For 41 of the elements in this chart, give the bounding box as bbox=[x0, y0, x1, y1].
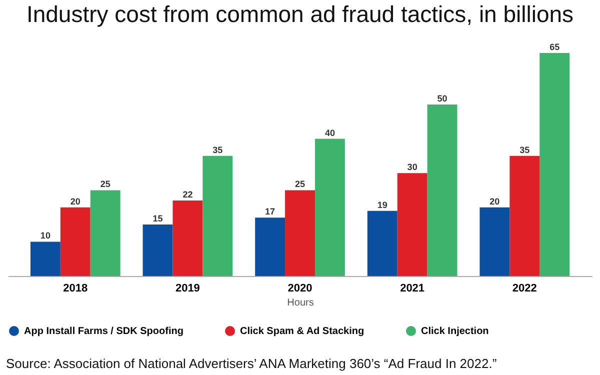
data-label: 19 bbox=[377, 200, 388, 210]
data-label: 15 bbox=[152, 214, 163, 224]
x-tick-label: 2021 bbox=[400, 282, 425, 294]
data-label: 20 bbox=[70, 196, 80, 206]
x-axis-title: Hours bbox=[287, 298, 314, 308]
bar bbox=[427, 104, 458, 276]
bar bbox=[202, 156, 233, 276]
bar bbox=[397, 173, 428, 276]
legend-label: Click Spam & Ad Stacking bbox=[240, 326, 364, 337]
source-note: Source: Association of National Advertisers’ ANA Marketing 360’s “Ad Fraud In 2022.” bbox=[6, 356, 498, 371]
bar bbox=[60, 207, 90, 276]
data-label: 22 bbox=[182, 190, 193, 200]
bar bbox=[30, 242, 60, 276]
bar bbox=[480, 207, 510, 276]
bar bbox=[90, 190, 120, 276]
legend-label: Click Injection bbox=[421, 326, 489, 337]
data-label: 30 bbox=[407, 162, 418, 172]
data-label: 50 bbox=[437, 93, 448, 104]
x-tick-label: 2019 bbox=[175, 282, 200, 294]
data-label: 35 bbox=[212, 144, 223, 155]
chart-title: Industry cost from common ad fraud tactics, in billions bbox=[26, 1, 574, 27]
data-label: 20 bbox=[490, 196, 500, 206]
legend-label: App Install Farms / SDK Spoofing bbox=[24, 326, 184, 337]
bar bbox=[172, 200, 203, 276]
bar bbox=[367, 210, 398, 276]
data-label: 65 bbox=[550, 42, 560, 52]
data-label: 10 bbox=[40, 230, 50, 241]
bar bbox=[540, 53, 570, 276]
bar bbox=[510, 156, 540, 276]
data-label: 35 bbox=[520, 144, 530, 155]
x-tick-label: 2020 bbox=[288, 282, 312, 294]
bar bbox=[255, 218, 286, 276]
x-tick-label: 2022 bbox=[512, 282, 537, 294]
data-label: 40 bbox=[324, 128, 335, 138]
bar bbox=[314, 138, 345, 276]
x-tick-label: 2018 bbox=[63, 282, 88, 294]
data-label: 17 bbox=[265, 206, 276, 217]
bar bbox=[142, 224, 173, 276]
data-label: 25 bbox=[100, 179, 110, 190]
data-label: 25 bbox=[294, 179, 306, 190]
bar bbox=[285, 190, 315, 276]
